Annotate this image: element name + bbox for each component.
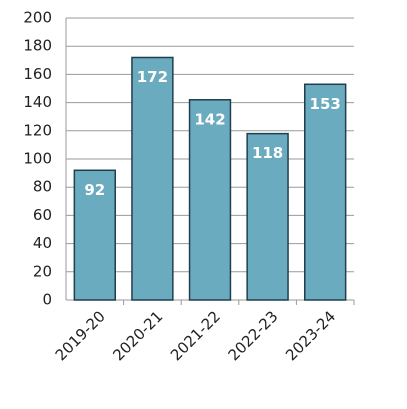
y-tick-label: 100 (23, 150, 52, 168)
y-tick-label: 0 (42, 291, 52, 309)
y-tick-label: 60 (33, 206, 52, 224)
bar (304, 83, 347, 301)
value-label: 153 (310, 95, 341, 113)
bar (246, 132, 289, 301)
bar (188, 99, 232, 301)
bar (73, 169, 116, 301)
y-tick-label: 80 (33, 178, 52, 196)
y-tick-label: 20 (33, 262, 52, 280)
value-label: 142 (194, 110, 225, 128)
y-tick-label: 140 (23, 93, 52, 111)
bar (131, 56, 174, 301)
x-tick-label: 2022-23 (225, 307, 282, 364)
value-label: 92 (84, 181, 105, 199)
x-tick-label: 2021-22 (167, 307, 224, 364)
x-tick-label: 2020-21 (109, 307, 166, 364)
x-tick-label: 2019-20 (52, 307, 109, 364)
y-tick-label: 200 (23, 9, 52, 27)
y-tick-label: 120 (23, 121, 52, 139)
y-tick-label: 160 (23, 65, 52, 83)
y-tick-label: 180 (23, 37, 52, 55)
x-tick-label: 2023-24 (282, 307, 339, 364)
value-label: 172 (137, 68, 168, 86)
value-label: 118 (252, 144, 283, 162)
y-tick-label: 40 (33, 234, 52, 252)
